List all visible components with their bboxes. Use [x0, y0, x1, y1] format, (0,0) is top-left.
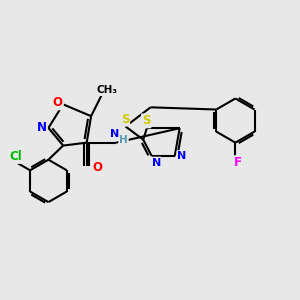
Text: O: O — [53, 96, 63, 110]
Text: O: O — [92, 161, 102, 174]
Text: S: S — [121, 112, 129, 126]
Text: Cl: Cl — [10, 150, 22, 163]
Text: N: N — [110, 129, 119, 139]
Text: N: N — [152, 158, 161, 168]
Text: CH₃: CH₃ — [96, 85, 117, 95]
Text: H: H — [119, 135, 128, 145]
Text: S: S — [142, 114, 151, 127]
Text: F: F — [234, 156, 242, 169]
Text: N: N — [178, 151, 187, 161]
Text: N: N — [37, 122, 47, 134]
